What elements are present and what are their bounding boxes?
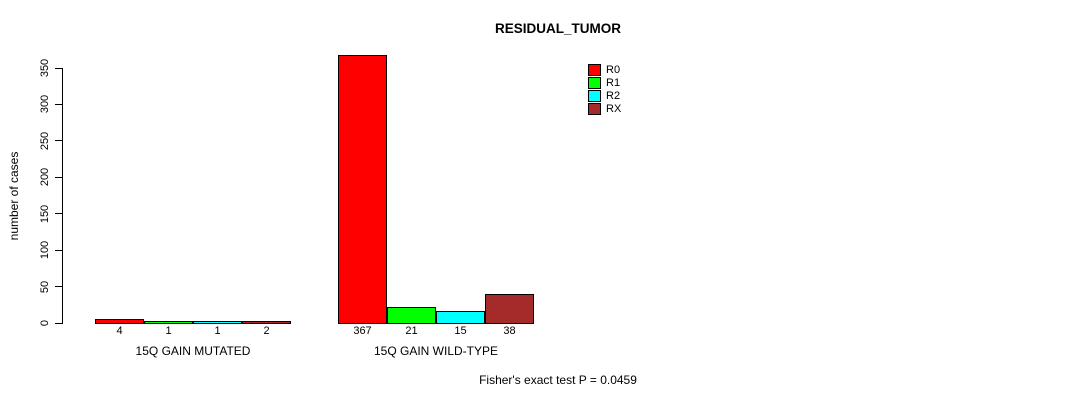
legend-swatch-R0 <box>588 64 601 76</box>
y-axis-tick <box>55 286 62 288</box>
y-axis-tick-label: 50 <box>39 280 51 293</box>
y-axis-tick-label: 0 <box>39 319 51 327</box>
legend-label: RX <box>606 103 622 115</box>
bar-RX <box>242 320 291 324</box>
legend-label: R2 <box>606 90 621 102</box>
y-axis-tick <box>55 140 62 142</box>
chart-title: RESIDUAL_TUMOR <box>494 21 622 36</box>
bar-R0 <box>338 54 387 324</box>
legend: R0 R1 R2 RX <box>588 64 621 116</box>
y-axis-tick <box>55 67 62 69</box>
legend-label: R0 <box>606 64 621 76</box>
bar-R2 <box>436 311 485 324</box>
bar-value-label: 1 <box>214 325 221 337</box>
y-axis-tick <box>55 213 62 215</box>
y-axis-tick <box>55 103 62 105</box>
footnote: Fisher's exact test P = 0.0459 <box>479 373 637 387</box>
bar-value-label: 38 <box>503 325 516 337</box>
legend-swatch-R1 <box>588 77 601 89</box>
bar-value-label: 21 <box>405 325 418 337</box>
y-axis-tick <box>55 322 62 324</box>
bar-RX <box>485 294 534 324</box>
bar-value-label: 367 <box>353 325 372 337</box>
legend-item-R0: R0 <box>588 64 621 76</box>
y-axis-tick-label: 100 <box>39 240 51 260</box>
legend-swatch-RX <box>588 103 601 115</box>
y-axis-tick-label: 250 <box>39 131 51 151</box>
x-group-label: 15Q GAIN MUTATED <box>135 344 251 358</box>
legend-swatch-R2 <box>588 90 601 102</box>
bar-value-label: 15 <box>454 325 467 337</box>
y-axis-tick <box>55 176 62 178</box>
legend-item-R1: R1 <box>588 77 621 89</box>
y-axis-tick-label: 300 <box>39 95 51 114</box>
y-axis-tick-label: 350 <box>39 58 51 78</box>
x-group-label: 15Q GAIN WILD-TYPE <box>373 344 499 358</box>
y-axis-tick-label: 200 <box>39 168 51 187</box>
bar-R2 <box>193 321 242 324</box>
bar-value-label: 4 <box>116 325 123 337</box>
y-axis-line <box>62 68 63 324</box>
legend-item-RX: RX <box>588 103 621 115</box>
y-axis-tick-label: 150 <box>39 204 51 223</box>
y-axis-title: number of cases <box>7 151 21 241</box>
legend-label: R1 <box>606 77 621 89</box>
bar-R1 <box>387 306 436 324</box>
bar-value-label: 2 <box>263 325 270 337</box>
bar-R0 <box>95 319 144 324</box>
y-axis-tick <box>55 249 62 251</box>
bar-R1 <box>144 321 193 324</box>
bar-value-label: 1 <box>165 325 172 337</box>
legend-item-R2: R2 <box>588 90 621 102</box>
